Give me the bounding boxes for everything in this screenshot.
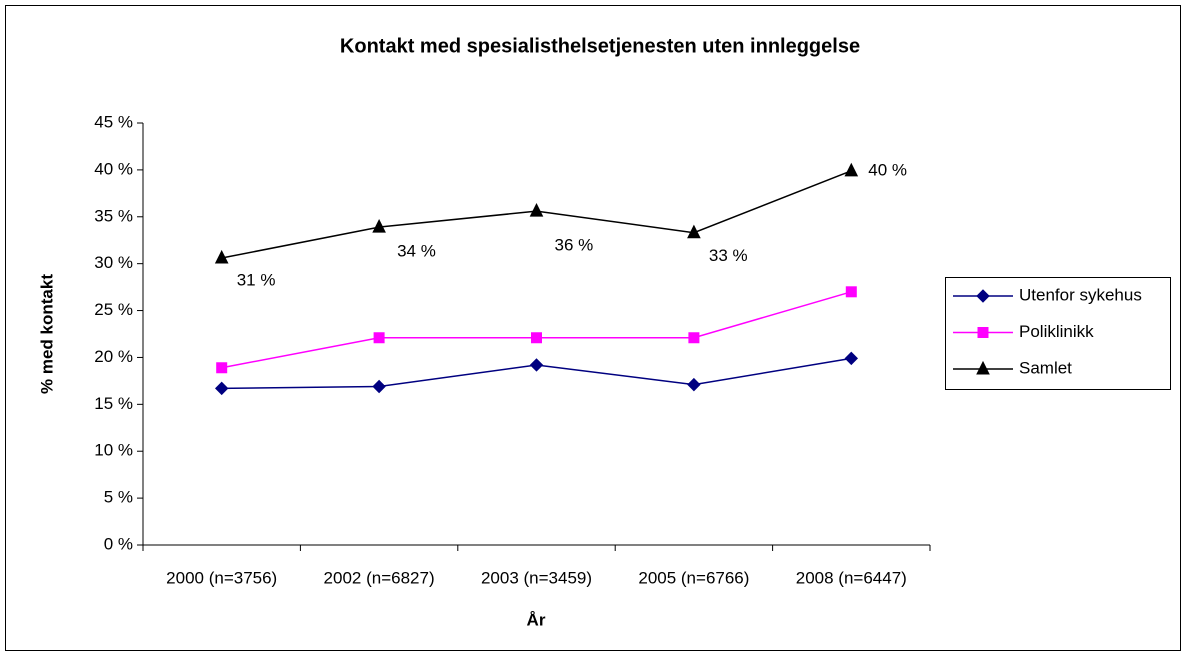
- data-point: [845, 286, 857, 298]
- legend-marker: [976, 289, 990, 303]
- legend-label: Utenfor sykehus: [1019, 285, 1142, 304]
- y-axis-label: % med kontakt: [37, 274, 56, 394]
- x-tick-label: 2005 (n=6766): [638, 568, 749, 587]
- y-tick-label: 10 %: [94, 441, 133, 460]
- data-point: [688, 332, 700, 344]
- y-tick-label: 5 %: [104, 488, 133, 507]
- data-point: [372, 218, 386, 233]
- y-tick-label: 45 %: [94, 112, 133, 131]
- y-tick-label: 25 %: [94, 300, 133, 319]
- data-point: [687, 224, 701, 239]
- legend-marker: [976, 360, 990, 375]
- x-tick-label: 2000 (n=3756): [166, 568, 277, 587]
- x-tick-label: 2008 (n=6447): [796, 568, 907, 587]
- legend-label: Samlet: [1019, 358, 1072, 377]
- chart-title: Kontakt med spesialisthelsetjenesten ute…: [340, 35, 860, 57]
- data-point: [844, 162, 859, 177]
- y-tick-label: 40 %: [94, 159, 133, 178]
- legend-marker: [977, 327, 989, 338]
- data-point: [214, 249, 229, 264]
- data-point: [214, 381, 229, 396]
- data-point: [529, 358, 544, 372]
- x-axis-label: År: [527, 610, 546, 629]
- data-point: [372, 379, 386, 394]
- data-point: [216, 362, 228, 374]
- data-point: [531, 332, 542, 344]
- data-label: 31 %: [237, 271, 276, 290]
- y-tick-label: 35 %: [94, 206, 133, 225]
- data-label: 34 %: [397, 242, 436, 261]
- data-label: 33 %: [709, 246, 748, 265]
- y-tick-label: 0 %: [104, 534, 133, 553]
- legend-label: Poliklinikk: [1019, 322, 1094, 341]
- x-tick-label: 2002 (n=6827): [324, 568, 435, 587]
- x-tick-label: 2003 (n=3459): [481, 568, 592, 587]
- data-point: [373, 332, 385, 344]
- data-label: 36 %: [555, 236, 594, 255]
- data-point: [529, 203, 544, 217]
- data-point: [844, 351, 859, 366]
- data-point: [687, 377, 701, 392]
- y-tick-label: 30 %: [94, 253, 133, 272]
- y-tick-label: 15 %: [94, 394, 133, 413]
- y-tick-label: 20 %: [94, 347, 133, 366]
- data-label: 40 %: [868, 160, 907, 179]
